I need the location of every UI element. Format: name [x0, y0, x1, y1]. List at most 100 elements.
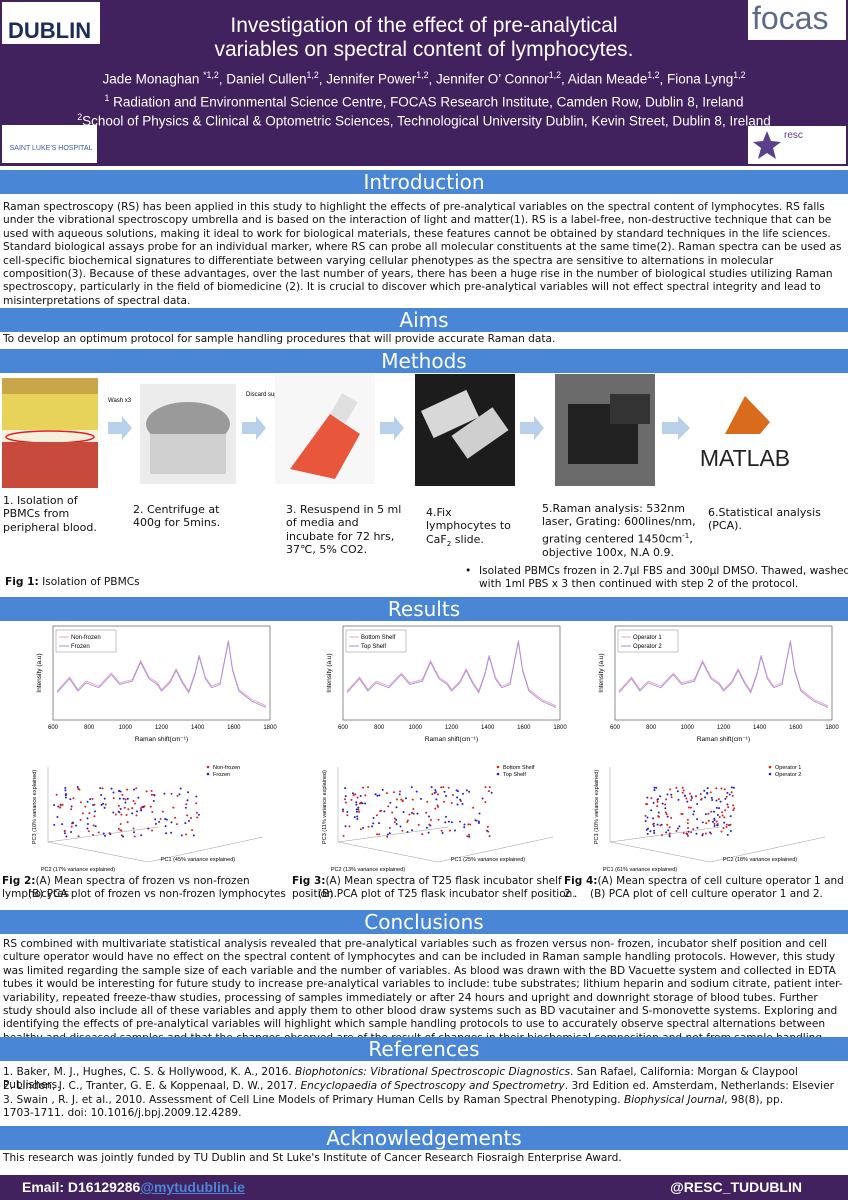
pca-point [123, 806, 126, 809]
pca-point [656, 798, 659, 801]
pca-point [472, 806, 475, 809]
pca-point [650, 809, 653, 812]
x-tick-label: 1200 [155, 725, 169, 731]
x-tick-label: 1000 [681, 725, 695, 731]
pca-point [484, 801, 487, 804]
pca-point [456, 796, 459, 799]
pca-point [444, 815, 447, 818]
section-heading: Conclusions [0, 910, 848, 934]
legend-box [345, 629, 407, 653]
note-text: Isolated PBMCs frozen in 2.7µl FBS and 3… [479, 565, 848, 591]
pca-point [399, 790, 402, 793]
pca-point [434, 807, 437, 810]
pca-point [720, 830, 723, 833]
pca-point [86, 817, 89, 820]
pca-point [75, 824, 78, 827]
pca-point [713, 824, 716, 827]
text-segment: slide. [451, 532, 484, 546]
pca-point [358, 810, 361, 813]
x-tick-label: 1400 [481, 725, 495, 731]
email-link[interactable]: @mytudublin.ie [140, 1179, 245, 1195]
pca-point [357, 806, 360, 809]
pca-point [104, 834, 107, 837]
pca-point [140, 834, 143, 837]
pca-point [131, 812, 134, 815]
text-segment: 1. Baker, M. J., Hughes, C. S. & Hollywo… [3, 1066, 296, 1078]
pca-point [652, 823, 655, 826]
pca-point [723, 816, 726, 819]
legend-label: Frozen [213, 772, 230, 778]
method-label: Wash x3 [108, 398, 132, 404]
pca-point [411, 798, 414, 801]
pca-point [355, 801, 358, 804]
pca-point [64, 796, 67, 799]
pca-point [359, 828, 362, 831]
pca-point [459, 799, 462, 802]
method-step: 5.Raman analysis: 532nm laser, Grating: … [542, 502, 707, 559]
pca-point [55, 793, 58, 796]
x-tick-label: 1400 [191, 725, 205, 731]
pca-point [112, 797, 115, 800]
pca-ylabel: PC3 (11% variance explained) [322, 770, 328, 844]
pca-point [705, 822, 708, 825]
pca-point [362, 826, 365, 829]
pca-point [400, 798, 403, 801]
pca-point [393, 817, 396, 820]
pca-point [65, 793, 68, 796]
arrow [520, 416, 544, 440]
pca-point [717, 798, 720, 801]
pca-point [402, 811, 405, 814]
pca-point [134, 802, 137, 805]
pca-point [161, 810, 164, 813]
pca-point [92, 824, 95, 827]
title-line: variables on spectral content of lymphoc… [214, 38, 634, 61]
pca-point [126, 821, 129, 824]
pca-point [376, 814, 379, 817]
affiliation: 1 Radiation and Environmental Science Ce… [0, 93, 848, 110]
pca-point [79, 818, 82, 821]
pca-point [180, 834, 183, 837]
pca-point [354, 793, 357, 796]
pca-point [59, 803, 62, 806]
pca-point [706, 791, 709, 794]
method-step: 2. Centrifuge at 400g for 5mins. [133, 503, 233, 530]
acknowledgements-text: This research was jointly funded by TU D… [3, 1152, 622, 1164]
pca-point [120, 834, 123, 837]
pca-point [468, 835, 471, 838]
method-step: 4.Fix lymphocytes to CaF2 slide. [426, 506, 516, 550]
pca-point [65, 835, 68, 838]
pca-point [690, 795, 693, 798]
pca-point [344, 787, 347, 790]
pca-point [143, 805, 146, 808]
pca-point [88, 812, 91, 815]
pca-point [164, 818, 167, 821]
pca-point [683, 794, 686, 797]
pca-point [132, 831, 135, 834]
pca-point [344, 798, 347, 801]
x-tick-label: 600 [48, 725, 59, 731]
pca-point [136, 810, 139, 813]
intro-text: Raman spectroscopy (RS) has been applied… [3, 201, 842, 307]
pca-point [151, 829, 154, 832]
x-tick-label: 1600 [227, 725, 241, 731]
legend-label: Bottom Shelf [503, 765, 535, 771]
pca-point [126, 797, 129, 800]
pca-point [692, 813, 695, 816]
pca-point [122, 835, 125, 838]
x-tick-label: 1000 [119, 725, 133, 731]
pca-point [685, 797, 688, 800]
pca-point [713, 822, 716, 825]
pca-point [425, 826, 428, 829]
method-label: Discard supernatant [246, 392, 300, 398]
pca-point [174, 816, 177, 819]
pca-point [469, 823, 472, 826]
pca-point [87, 830, 90, 833]
pca-point [64, 789, 67, 792]
pca-point [91, 797, 94, 800]
pca-point [408, 813, 411, 816]
pca-point [726, 833, 729, 836]
pca-point [386, 833, 389, 836]
text-segment: 1,2 [416, 70, 429, 80]
pca-point [342, 834, 345, 837]
